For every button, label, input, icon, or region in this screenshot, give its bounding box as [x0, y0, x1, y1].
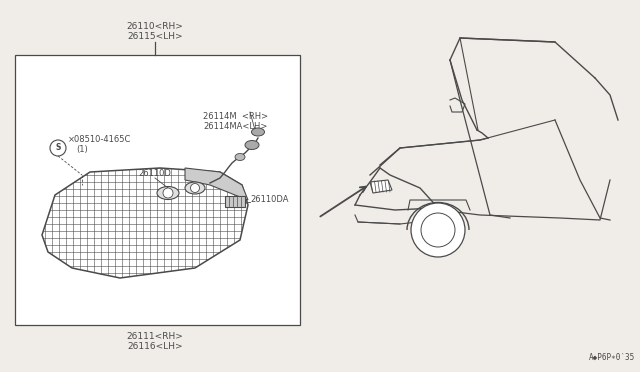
Text: 26115<LH>: 26115<LH>: [127, 32, 183, 41]
Circle shape: [163, 188, 173, 198]
Text: (1): (1): [76, 145, 88, 154]
Text: 26114M  <RH>: 26114M <RH>: [203, 112, 268, 121]
Text: S: S: [55, 144, 61, 153]
Polygon shape: [42, 168, 248, 278]
Text: 26110<RH>: 26110<RH>: [127, 22, 184, 31]
Ellipse shape: [252, 128, 264, 136]
Text: 26116<LH>: 26116<LH>: [127, 342, 183, 351]
Text: 26110DA: 26110DA: [250, 195, 289, 203]
Text: 26114MA<LH>: 26114MA<LH>: [203, 122, 268, 131]
Circle shape: [421, 213, 455, 247]
Ellipse shape: [235, 154, 245, 160]
Ellipse shape: [157, 186, 179, 199]
Text: 26111<RH>: 26111<RH>: [127, 332, 184, 341]
Ellipse shape: [185, 182, 205, 194]
Polygon shape: [185, 168, 248, 200]
Text: 26110D: 26110D: [138, 169, 171, 178]
FancyBboxPatch shape: [225, 196, 245, 207]
Bar: [15, 55, 300, 325]
Text: ×08510-4165C: ×08510-4165C: [68, 135, 131, 144]
Polygon shape: [370, 180, 392, 193]
Ellipse shape: [245, 141, 259, 150]
Circle shape: [411, 203, 465, 257]
Text: A◆P6P∗0‵35: A◆P6P∗0‵35: [589, 353, 635, 362]
Circle shape: [50, 140, 66, 156]
Circle shape: [191, 183, 200, 192]
